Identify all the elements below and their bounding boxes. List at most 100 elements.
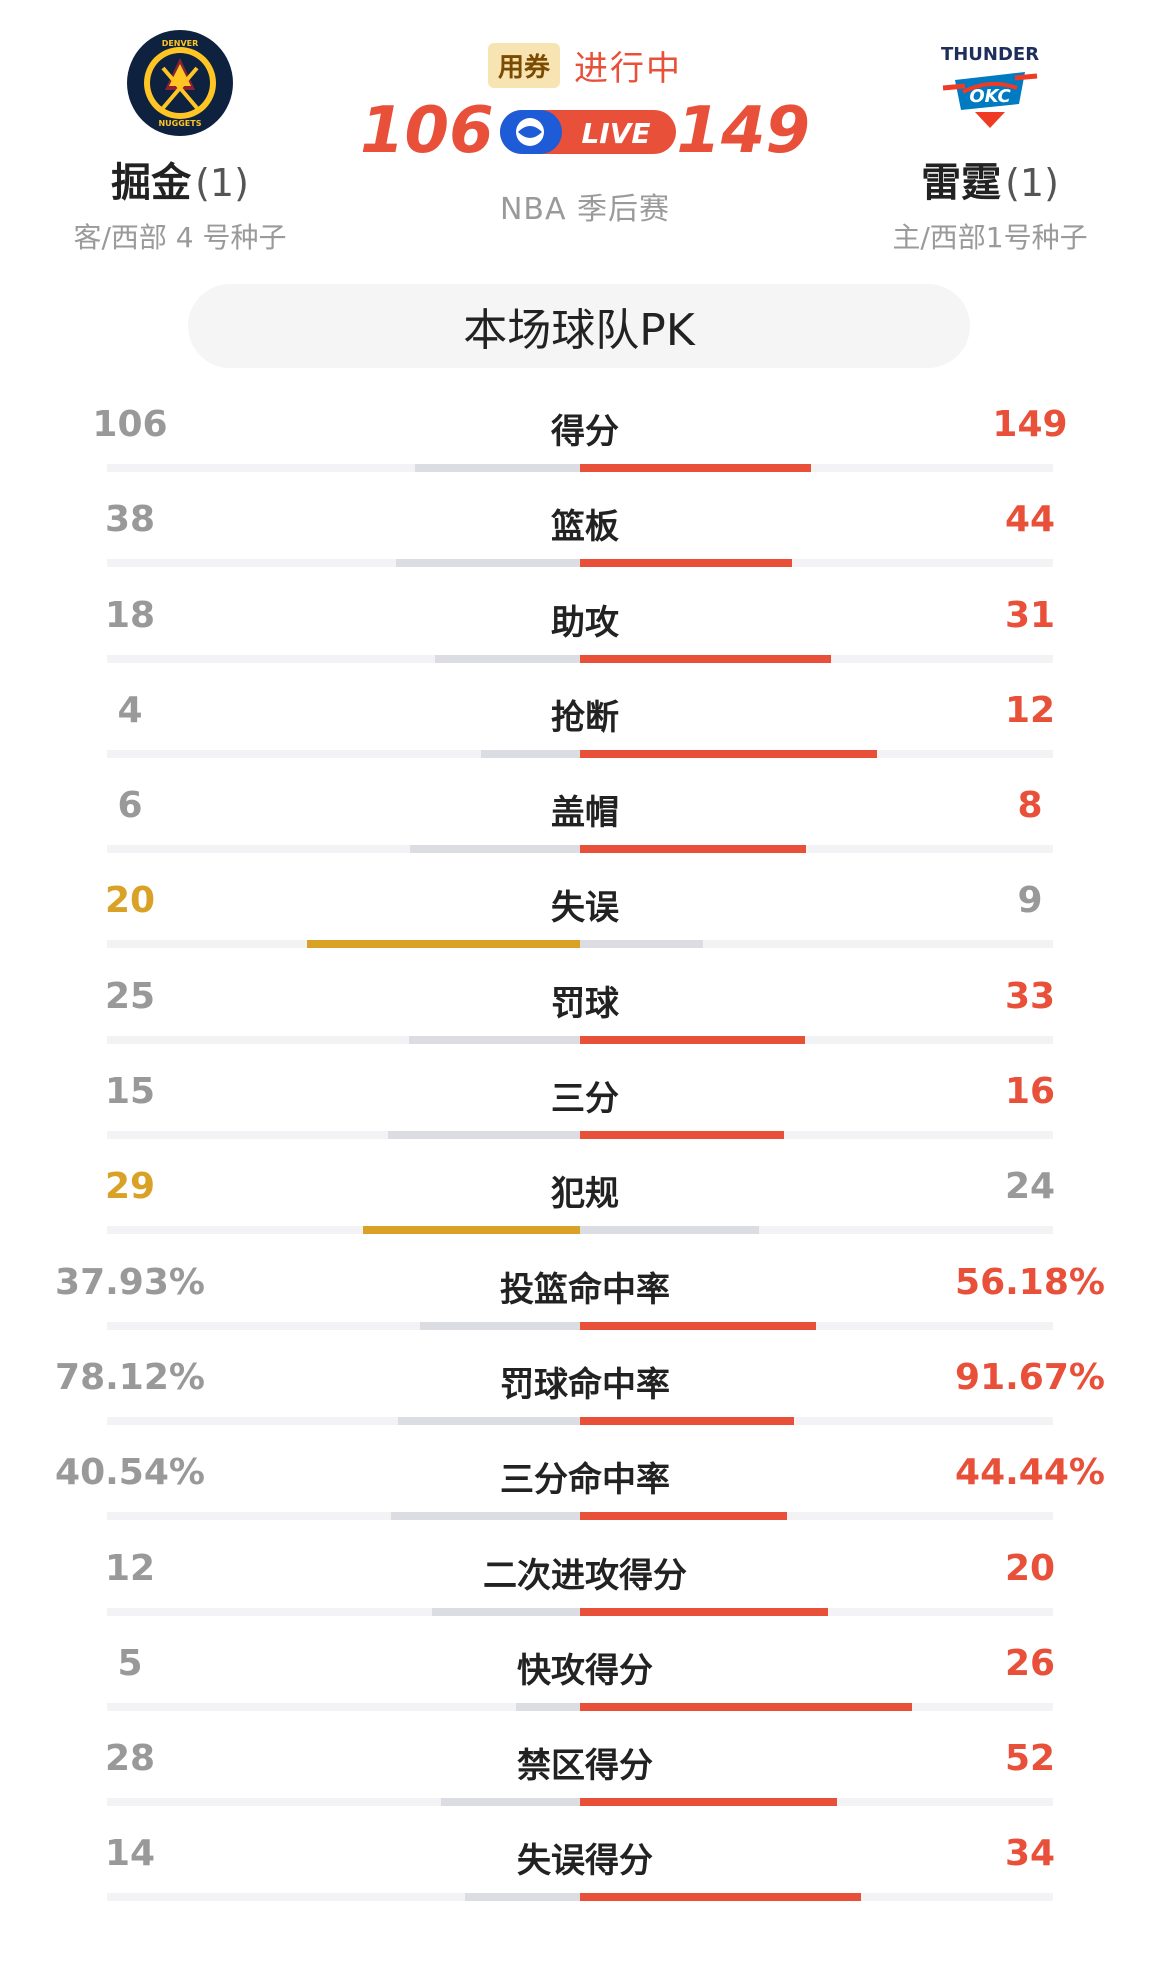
stat-away-value: 40.54% [55,1452,205,1494]
stat-row: 29 犯规 24 [0,1146,1170,1241]
stat-bar-away [431,1607,580,1616]
live-badge[interactable]: LIVE [498,106,678,158]
stat-label: 盖帽 [551,793,619,834]
stat-label: 快攻得分 [517,1650,653,1691]
stat-bar-away [464,1893,580,1902]
stat-label: 失误得分 [517,1841,653,1882]
stat-bar-home [580,1131,785,1140]
stat-away-value: 28 [104,1738,156,1780]
away-series-wins: (1) [195,161,249,205]
stat-label: 失误 [551,888,619,929]
stat-bar-away [420,1321,580,1330]
stat-home-value: 44 [1004,499,1056,541]
stat-bar-home [580,1226,760,1235]
stat-bar-home [580,1702,913,1711]
coupon-badge[interactable]: 用券 [487,42,560,88]
stat-home-value: 12 [1004,689,1056,731]
stat-row: 37.93% 投篮命中率 56.18% [0,1242,1170,1337]
stat-home-value: 52 [1004,1738,1056,1780]
stat-bar-away [306,940,580,949]
stat-label: 三分 [551,1079,619,1120]
stat-row: 28 禁区得分 52 [0,1718,1170,1813]
stat-away-value: 25 [104,975,156,1017]
stat-bar-home [580,940,703,949]
stat-away-value: 5 [117,1642,143,1684]
stat-row: 12 二次进攻得分 20 [0,1528,1170,1623]
stat-bar-away [415,464,580,472]
stat-home-value: 149 [992,404,1068,445]
stat-row: 40.54% 三分命中率 44.44% [0,1432,1170,1527]
stat-away-value: 18 [104,594,156,636]
game-header: DENVER NUGGETS 掘金 (1) 客/西部 4 号种子 用券 进行中 1… [0,0,1170,254]
stat-home-value: 26 [1004,1642,1056,1684]
thunder-logo-icon: THUNDER OKC [941,44,1039,128]
stat-row: 5 快攻得分 26 [0,1623,1170,1718]
away-score: 106 [360,94,494,168]
stat-bar-away [388,1131,580,1140]
stat-bar-home [580,1512,788,1521]
stat-bar-home [580,749,877,758]
home-team[interactable]: THUNDER OKC 雷霆 (1) 主/西部1号种子 [840,28,1140,256]
live-label: LIVE [581,117,650,150]
stat-home-value: 33 [1004,975,1056,1017]
away-team[interactable]: DENVER NUGGETS 掘金 (1) 客/西部 4 号种子 [30,28,330,256]
stat-home-value: 44.44% [955,1452,1105,1494]
stat-bar-away [410,845,580,854]
stat-home-value: 8 [1017,785,1043,827]
stat-home-value: 31 [1004,594,1056,636]
stat-bar-home [580,559,793,568]
stat-label: 禁区得分 [517,1746,653,1787]
svg-text:THUNDER: THUNDER [941,44,1039,65]
stat-away-value: 38 [104,499,156,541]
stat-label: 得分 [551,412,619,452]
stat-bar-away [397,1416,580,1425]
stat-label: 二次进攻得分 [483,1555,687,1596]
stat-bar-home [580,1893,861,1902]
stat-away-value: 4 [117,689,143,731]
stat-label: 篮板 [551,507,619,548]
home-team-seed: 主/西部1号种子 [892,221,1088,254]
stat-away-value: 29 [104,1166,156,1208]
stat-row: 78.12% 罚球命中率 91.67% [0,1337,1170,1432]
team-stats-list: 106 得分 149 38 篮板 44 18 助攻 31 4 抢断 12 6 盖帽 8 20 失误 9 25 罚球 33… [0,384,1170,1909]
stat-row: 25 罚球 33 [0,956,1170,1051]
stat-bar-away [409,1035,580,1044]
stat-label: 抢断 [551,697,619,738]
stat-row: 14 失误得分 34 [0,1813,1170,1908]
stat-home-value: 34 [1004,1833,1056,1875]
stat-away-value: 12 [104,1547,156,1589]
stat-label: 助攻 [551,602,619,643]
stat-row: 15 三分 16 [0,1051,1170,1146]
stat-label: 罚球 [551,983,619,1024]
stat-label: 投篮命中率 [500,1269,670,1310]
stat-row: 106 得分 149 [0,384,1170,479]
stat-bar-away [441,1798,580,1807]
svg-text:OKC: OKC [969,86,1011,107]
game-status: 进行中 [574,48,682,89]
stat-row: 20 失误 9 [0,860,1170,955]
pk-section-header: 本场球队PK [188,284,970,368]
stat-bar-home [580,845,807,854]
svg-text:DENVER: DENVER [162,39,199,48]
stat-home-value: 56.18% [955,1261,1105,1303]
stat-label: 犯规 [551,1174,619,1215]
stat-label: 罚球命中率 [500,1364,670,1405]
svg-text:NUGGETS: NUGGETS [158,119,201,128]
stat-away-value: 37.93% [55,1261,205,1303]
stat-bar-home [580,1416,794,1425]
stat-home-value: 9 [1017,880,1043,922]
home-team-name: 雷霆 (1) [921,160,1059,206]
stat-away-value: 15 [104,1071,156,1113]
stat-row: 18 助攻 31 [0,575,1170,670]
stat-bar-home [580,1607,828,1616]
stat-bar-away [391,1512,580,1521]
stat-label: 三分命中率 [500,1460,670,1501]
stat-home-value: 16 [1004,1071,1056,1113]
nuggets-logo-icon: DENVER NUGGETS [127,30,233,136]
scoreboard: 用券 进行中 106 LIVE 149 NBA 季后赛 [330,40,840,228]
home-score: 149 [676,94,810,168]
stat-bar-home [580,1321,817,1330]
stat-bar-away [363,1226,580,1235]
stat-away-value: 14 [104,1833,156,1875]
away-team-name: 掘金 (1) [111,160,249,206]
